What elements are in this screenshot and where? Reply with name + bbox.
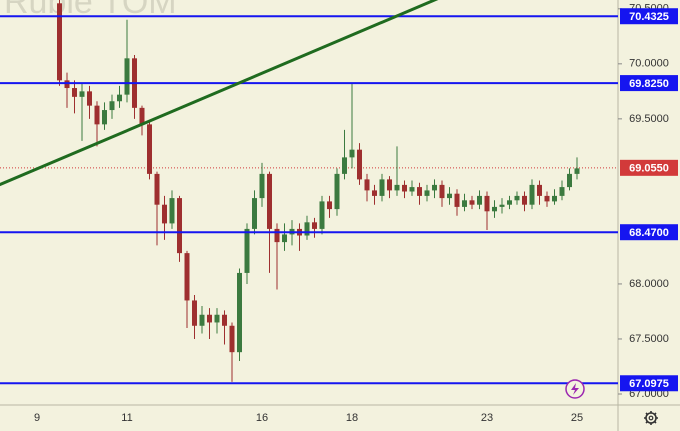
- candle-body: [282, 234, 287, 243]
- level-label: 69.8250: [629, 78, 669, 90]
- y-tick-label: 69.5000: [629, 113, 669, 125]
- candle-body: [567, 173, 572, 188]
- candle-body: [402, 184, 407, 192]
- candle-body: [147, 124, 152, 174]
- candle-body: [424, 190, 430, 196]
- candle-body: [342, 157, 347, 174]
- candle-body: [117, 94, 122, 102]
- candle-body: [364, 179, 370, 191]
- level-label-box: [620, 75, 678, 92]
- candle-body: [304, 222, 310, 236]
- candle-body: [94, 105, 100, 125]
- candle-body: [162, 204, 167, 224]
- candle-body: [559, 187, 565, 196]
- candle-body: [552, 195, 557, 202]
- level-label: 68.4700: [629, 227, 669, 239]
- candle-body: [64, 80, 70, 89]
- alert-bolt: [571, 383, 579, 395]
- candle-body: [244, 228, 250, 273]
- candle-body: [192, 300, 197, 326]
- level-label: 70.4325: [629, 11, 669, 23]
- candle-body: [484, 195, 490, 212]
- candle-body: [357, 149, 362, 180]
- candle-body: [499, 204, 505, 207]
- candle-body: [537, 184, 542, 196]
- candle-body: [252, 198, 257, 229]
- candle-body: [334, 173, 340, 210]
- candle-body: [529, 184, 535, 205]
- y-tick-label: 70.0000: [629, 58, 669, 70]
- candle-body: [102, 110, 107, 125]
- current-price-box: [620, 159, 678, 176]
- candle-body: [109, 101, 115, 111]
- candle-body: [207, 314, 212, 323]
- candle-body: [237, 272, 242, 353]
- candle-body: [184, 253, 190, 301]
- candle-body: [312, 222, 317, 229]
- candle-body: [319, 201, 325, 229]
- candle-body: [72, 88, 77, 97]
- candle-body: [394, 184, 400, 191]
- candle-body: [372, 190, 377, 196]
- trend-line: [0, 0, 439, 187]
- candle-body: [177, 198, 182, 254]
- candle-body: [327, 201, 332, 210]
- candle-body: [267, 173, 272, 229]
- x-tick-label: 23: [481, 412, 493, 424]
- candle-body: [574, 168, 580, 174]
- settings-icon[interactable]: [644, 411, 658, 425]
- candle-body: [409, 187, 415, 192]
- candle-body: [432, 184, 437, 191]
- candle-body: [199, 314, 205, 326]
- watermark: Ruble TOM: [4, 0, 177, 21]
- candle-body: [454, 193, 460, 207]
- y-tick-label: 67.5000: [629, 333, 669, 345]
- candle-body: [57, 3, 62, 81]
- candle-body: [229, 325, 235, 353]
- candle-body: [544, 195, 550, 202]
- candle-body: [417, 187, 422, 196]
- candle-body: [124, 58, 130, 95]
- candle-body: [379, 179, 385, 196]
- candle-body: [222, 314, 227, 326]
- candle-body: [349, 149, 355, 158]
- candle-body: [169, 198, 175, 224]
- candle-body: [154, 173, 160, 205]
- level-label-box: [620, 375, 678, 392]
- candle-body: [274, 228, 280, 243]
- candle-body: [87, 91, 92, 106]
- candle-body: [522, 195, 527, 205]
- candle-body: [259, 173, 265, 199]
- candle-body: [477, 195, 482, 205]
- candle-body: [447, 193, 452, 199]
- plot-area: [0, 0, 618, 385]
- y-tick-label: 68.0000: [629, 278, 669, 290]
- candle-body: [79, 91, 85, 97]
- level-label: 67.0975: [629, 378, 669, 390]
- candle-body: [439, 184, 445, 199]
- current-price-label: 69.0550: [629, 163, 669, 175]
- candle-body: [514, 195, 520, 201]
- candle-body: [214, 314, 220, 323]
- candle-body: [507, 200, 512, 205]
- level-label-box: [620, 8, 678, 25]
- x-tick-label: 11: [121, 412, 132, 424]
- candle-body: [462, 200, 467, 207]
- candle-body: [387, 179, 392, 191]
- candle-body: [469, 200, 475, 205]
- candle-body: [492, 206, 497, 212]
- level-label-box: [620, 224, 678, 241]
- x-tick-label: 25: [571, 412, 583, 424]
- x-tick-label: 16: [256, 412, 268, 424]
- candle-body: [139, 107, 145, 125]
- x-tick-label: 9: [34, 412, 40, 424]
- x-tick-label: 18: [346, 412, 358, 424]
